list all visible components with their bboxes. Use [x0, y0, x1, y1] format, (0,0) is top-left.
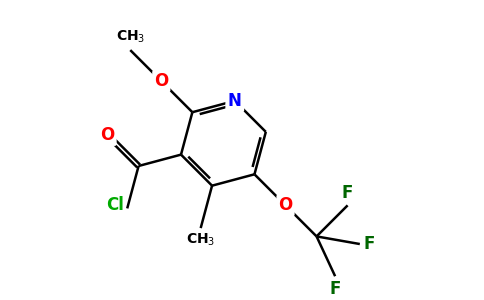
Text: F: F: [363, 235, 375, 253]
Text: N: N: [228, 92, 242, 110]
Text: CH$_3$: CH$_3$: [116, 28, 145, 45]
Text: O: O: [154, 72, 168, 90]
Text: F: F: [342, 184, 353, 202]
Text: O: O: [100, 126, 115, 144]
Text: CH$_3$: CH$_3$: [186, 232, 215, 248]
Text: F: F: [330, 280, 341, 298]
Text: O: O: [278, 196, 293, 214]
Text: Cl: Cl: [106, 196, 124, 214]
